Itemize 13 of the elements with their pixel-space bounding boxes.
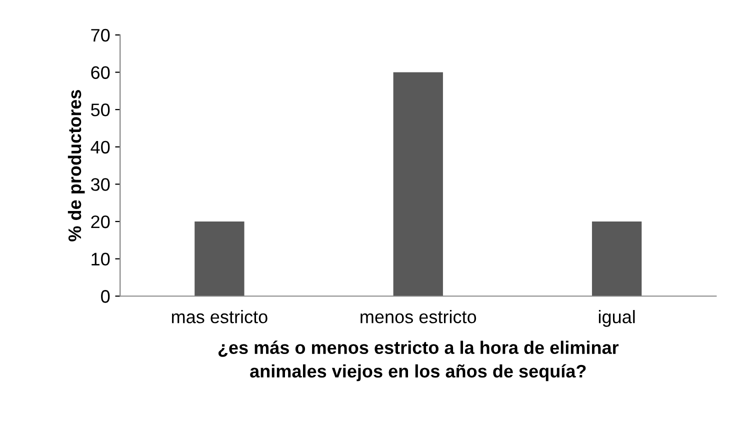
- x-tick-label: mas estricto: [172, 310, 268, 324]
- y-tick-label: 50: [91, 104, 110, 116]
- x-axis-title: ¿es más o menos estricto a la hora de eliminar animales viejos en los años de sequía?: [218, 340, 619, 382]
- y-axis-title: % de productores: [68, 90, 85, 242]
- y-tick-label: 70: [91, 28, 110, 42]
- y-tick-label: 0: [101, 290, 110, 303]
- y-tick-label: 30: [90, 178, 110, 191]
- y-tick-label: 10: [92, 252, 110, 266]
- y-tick-label: 60: [91, 66, 110, 79]
- x-tick-label: menos estricto: [360, 310, 476, 324]
- x-tick-label: igual: [598, 310, 635, 327]
- y-tick-label: 20: [91, 215, 110, 228]
- y-tick-label: 40: [90, 140, 110, 154]
